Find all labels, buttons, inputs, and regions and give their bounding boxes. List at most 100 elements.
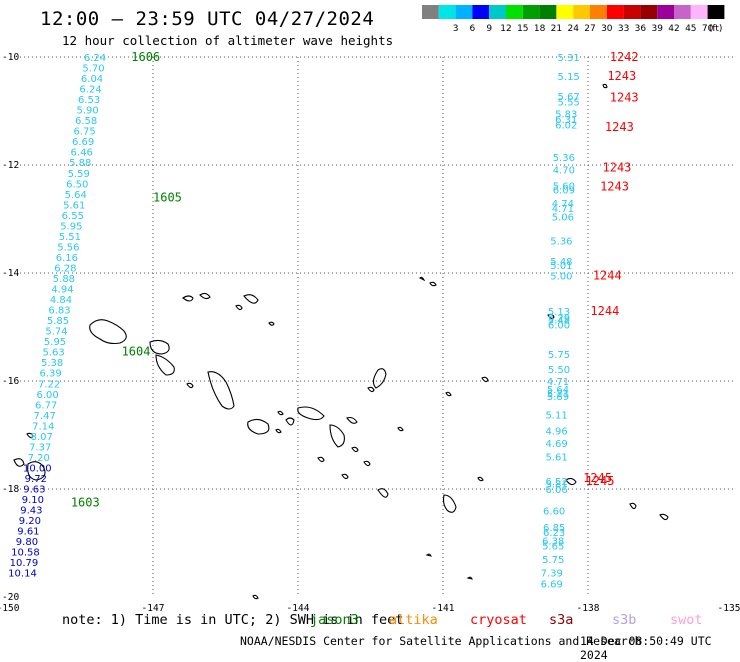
wave-height-label: 5.48 [550, 257, 572, 268]
colorbar-label: 70 [702, 24, 714, 34]
colorbar-label: 15 [517, 24, 528, 34]
map-title: 12:00 — 23:59 UTC 04/27/2024 [40, 8, 375, 30]
island-outlines [13, 83, 669, 600]
island-outline [89, 319, 127, 345]
wave-height-label: 9.20 [19, 516, 41, 527]
island-outline [445, 391, 452, 397]
lat-tick-label: -14 [2, 268, 19, 279]
colorbar-label: 21 [551, 24, 562, 34]
wave-height-label: 6.00 [548, 320, 570, 331]
wave-height-label: 4.74 [552, 199, 574, 210]
wave-height-label: 5.95 [44, 337, 66, 348]
wave-height-label: 5.75 [542, 555, 564, 566]
island-outline [13, 458, 25, 467]
wave-height-label: 5.06 [552, 212, 574, 223]
pass-time-label: 1243 [600, 180, 629, 194]
island-outline [429, 281, 437, 287]
colorbar-label: 33 [618, 24, 629, 34]
wave-height-label: 6.39 [39, 369, 61, 380]
wave-height-label: 6.00 [37, 390, 59, 401]
lat-tick-label: -16 [2, 376, 19, 387]
colorbar-swatch [640, 5, 658, 19]
pass-time-label: 1245 [583, 471, 612, 485]
colorbar-swatch [489, 5, 506, 19]
island-outline [466, 576, 473, 580]
wave-height-label: 5.89 [547, 392, 569, 403]
island-outline [329, 424, 345, 448]
wave-height-label: 4.70 [553, 165, 575, 176]
pass-time-label: 1244 [590, 304, 619, 318]
colorbar-swatch [707, 5, 725, 19]
island-outline [341, 473, 349, 480]
pass-time-label: 1604 [122, 344, 151, 358]
pass-time-label: 1243 [603, 161, 632, 175]
lat-tick-label: -18 [2, 484, 19, 495]
wave-height-label: 6.16 [56, 253, 78, 264]
island-outline [243, 294, 259, 304]
island-outline [481, 376, 489, 383]
island-outline [351, 446, 359, 453]
wave-height-label: 9.80 [16, 537, 38, 548]
island-outline [346, 416, 358, 424]
island-outline [602, 83, 608, 89]
wave-height-label: 6.24 [84, 53, 106, 64]
wave-height-label: 9.61 [17, 527, 39, 538]
lat-tick-label: -20 [2, 592, 19, 603]
wave-height-label: 6.83 [48, 306, 70, 317]
colorbar-label: 24 [567, 24, 579, 34]
wave-height-label: 5.55 [558, 97, 580, 108]
wave-height-label: 6.24 [79, 85, 101, 96]
island-outline [629, 502, 637, 510]
wave-height-label: 7.22 [38, 379, 60, 390]
wave-height-label: 5.70 [82, 64, 104, 75]
lon-tick-label: -135 [718, 603, 740, 614]
wave-height-label: 5.48 [548, 315, 570, 326]
pass-time-label: 1245 [586, 474, 615, 488]
island-outline [425, 553, 432, 557]
wave-height-label: 6.23 [543, 528, 565, 539]
wave-height-label: 6.06 [545, 485, 567, 496]
wave-height-label: 5.88 [53, 274, 75, 285]
colorbar-swatch [539, 5, 557, 19]
wave-height-label: 5.95 [60, 221, 82, 232]
wave-height-label: 5.83 [555, 110, 577, 121]
wave-height-label: 9.72 [25, 474, 47, 485]
wave-height-label: 7.39 [541, 569, 563, 580]
wave-height-label: 6.77 [35, 400, 57, 411]
wave-height-label: 6.69 [541, 580, 563, 591]
island-outline [317, 456, 325, 463]
wave-height-label: 6.85 [543, 523, 565, 534]
island-outline [285, 417, 295, 426]
colorbar-label: 36 [635, 24, 647, 34]
wave-height-label: 5.81 [545, 480, 567, 491]
pass-time-label: 1606 [131, 50, 160, 64]
colorbar-swatch [556, 5, 574, 19]
satellite-legend-jason3: jason3 [310, 612, 359, 628]
satellite-legend-cryosat: cryosat [470, 612, 527, 628]
wave-height-label: 10.79 [10, 558, 39, 569]
wave-height-label: 5.61 [63, 200, 85, 211]
island-outline [477, 476, 484, 482]
wave-height-label: 5.59 [68, 169, 90, 180]
wave-height-label: 5.31 [558, 53, 580, 64]
wave-height-label: 6.75 [74, 127, 96, 138]
colorbar-swatch [657, 5, 674, 19]
colorbar-label: 27 [584, 24, 595, 34]
wave-height-label: 5.90 [76, 106, 98, 117]
axis-tick-labels: -150 -147 -144 -141 -138 -135 -10 -12 -14 -16 -18 -… [0, 52, 740, 614]
wave-height-label: 5.88 [69, 158, 91, 169]
wave-height-label: 5.15 [558, 72, 580, 83]
island-outline [367, 386, 375, 393]
wave-height-label: 5.36 [553, 153, 575, 164]
lat-tick-label: -12 [2, 160, 19, 171]
wave-height-label: 6.50 [66, 179, 88, 190]
wave-height-label: 6.58 [75, 116, 97, 127]
lon-tick-label: -141 [432, 603, 455, 614]
island-outline [27, 461, 46, 481]
wave-height-label: 7.47 [34, 411, 56, 422]
colorbar-label: 45 [685, 24, 696, 34]
wave-height-label: 5.75 [548, 350, 570, 361]
wave-height-label: 6.04 [81, 74, 103, 85]
island-outline [363, 460, 371, 467]
